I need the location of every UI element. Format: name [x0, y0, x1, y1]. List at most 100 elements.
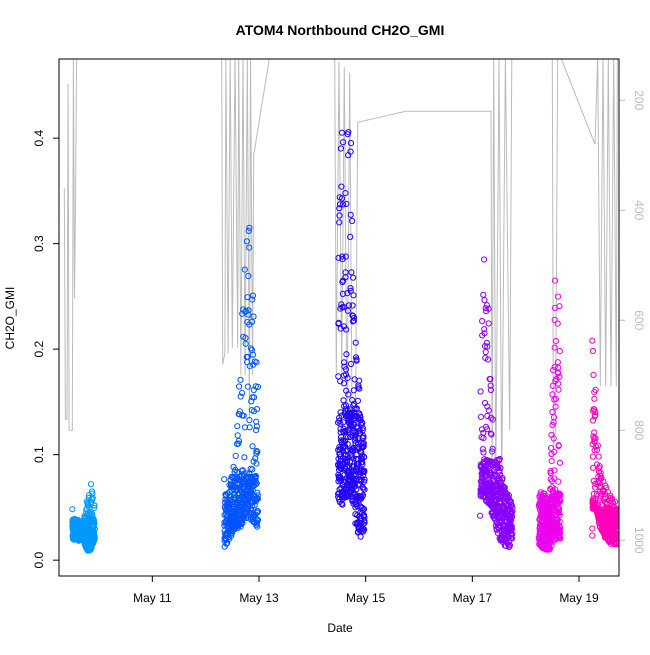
data-point — [548, 458, 555, 465]
data-point — [552, 403, 559, 410]
data-point — [614, 515, 619, 522]
data-point — [247, 506, 254, 513]
data-point — [249, 502, 256, 509]
data-point — [251, 394, 258, 401]
data-point — [350, 455, 357, 462]
data-point — [338, 195, 346, 202]
data-point — [254, 508, 261, 515]
data-point — [249, 466, 256, 473]
data-point — [342, 366, 350, 373]
data-point — [253, 520, 260, 527]
data-point — [612, 498, 619, 505]
data-point — [557, 498, 564, 505]
series-2 — [221, 224, 262, 550]
data-point — [254, 523, 261, 530]
data-point — [593, 446, 601, 453]
data-point — [253, 423, 260, 430]
x-tick-label: May 17 — [453, 591, 493, 605]
data-point — [344, 374, 351, 381]
data-point — [489, 416, 496, 423]
data-point — [345, 391, 352, 398]
data-point — [356, 496, 363, 504]
data-point — [506, 542, 513, 549]
data-point — [241, 266, 248, 273]
right-tick-label: 600 — [632, 310, 646, 330]
data-point — [554, 320, 561, 327]
x-tick-label: May 11 — [133, 591, 172, 605]
y-tick-label: 0.2 — [32, 340, 46, 357]
data-point — [359, 425, 366, 432]
x-axis-label: Date — [327, 621, 353, 635]
data-point — [592, 435, 599, 442]
y-axis-label: CH2O_GMI — [3, 287, 17, 350]
data-point — [340, 397, 347, 404]
y-tick-label: 0.0 — [32, 552, 46, 569]
data-point — [361, 514, 368, 521]
data-point — [556, 373, 563, 380]
data-point — [248, 398, 255, 405]
data-point — [252, 472, 259, 480]
data-point — [245, 272, 252, 280]
data-point — [483, 302, 490, 309]
data-point — [246, 244, 253, 251]
data-point — [347, 211, 354, 218]
data-point — [240, 412, 247, 419]
data-point — [556, 459, 564, 466]
data-point — [552, 338, 560, 345]
data-point — [336, 212, 343, 219]
data-point — [591, 447, 598, 454]
data-point — [613, 505, 619, 512]
data-point — [547, 468, 554, 475]
data-point — [481, 326, 488, 333]
data-point — [89, 494, 96, 501]
data-point — [347, 233, 354, 240]
data-point — [245, 311, 252, 318]
data-point — [552, 395, 560, 402]
data-point — [595, 453, 602, 460]
data-point — [361, 453, 368, 460]
data-point — [488, 471, 495, 478]
data-point — [239, 389, 246, 396]
data-point — [487, 386, 494, 394]
data-point — [591, 406, 598, 413]
data-point — [237, 393, 244, 400]
data-point — [356, 385, 363, 392]
data-point — [495, 456, 502, 463]
data-point — [614, 527, 619, 534]
data-point — [549, 382, 556, 389]
data-point — [359, 492, 367, 499]
data-point — [242, 334, 249, 342]
y-tick-label: 0.4 — [32, 129, 46, 146]
data-point — [555, 478, 562, 485]
data-point — [360, 443, 367, 451]
data-point — [499, 475, 506, 482]
data-point — [223, 540, 230, 547]
data-point — [359, 461, 366, 468]
data-point — [360, 506, 368, 513]
data-point — [336, 219, 343, 226]
data-point — [249, 292, 256, 299]
data-point — [603, 484, 610, 491]
data-point — [350, 317, 357, 324]
data-point — [341, 359, 348, 366]
data-point — [614, 506, 619, 514]
data-point — [254, 492, 261, 499]
data-point — [347, 287, 354, 294]
data-point — [481, 297, 488, 304]
data-point — [507, 498, 514, 505]
data-point — [487, 382, 494, 389]
altitude-trace-line — [63, 59, 78, 431]
data-point — [613, 508, 619, 515]
data-point — [359, 427, 366, 434]
data-point — [353, 357, 360, 364]
data-point — [589, 464, 597, 471]
data-point — [253, 359, 260, 366]
data-point — [350, 314, 358, 321]
data-point — [254, 516, 262, 524]
data-point — [250, 313, 257, 320]
data-point — [361, 476, 368, 483]
data-point — [551, 467, 558, 474]
data-point — [254, 448, 261, 455]
data-point-peak — [481, 256, 488, 263]
